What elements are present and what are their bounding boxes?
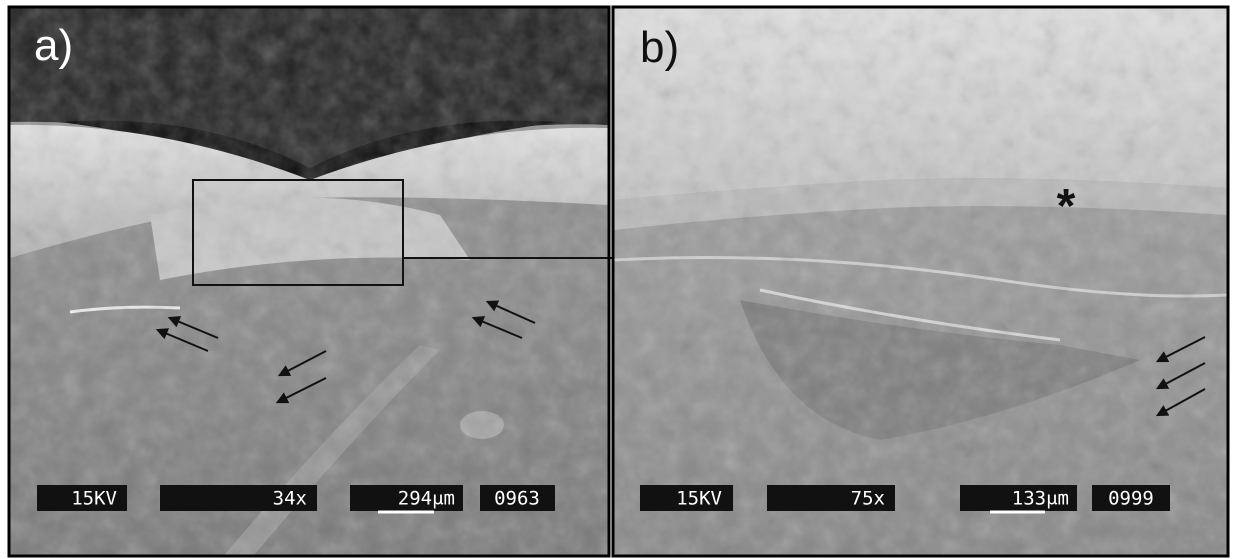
voltage: 15KV [71,488,117,510]
image-id: 0999 [1108,488,1154,510]
panel-a-image [10,8,608,559]
figure: a) 15KV 34x 294μm 0963 b) * 15KV 75x 133… [0,0,1237,559]
magnification: 75x [851,488,885,510]
magnification: 34x [273,488,307,510]
voltage: 15KV [676,488,722,510]
page: {"panels": [ {"label": "a)", "voltage": … [0,0,1237,559]
panel-b-image [614,8,1227,555]
panel-label: a) [34,21,73,70]
scale: 294μm [398,488,455,510]
marker: * [1057,180,1076,233]
image-id: 0963 [494,488,540,510]
scale: 133μm [1012,488,1069,510]
panel-label: b) [640,23,679,72]
